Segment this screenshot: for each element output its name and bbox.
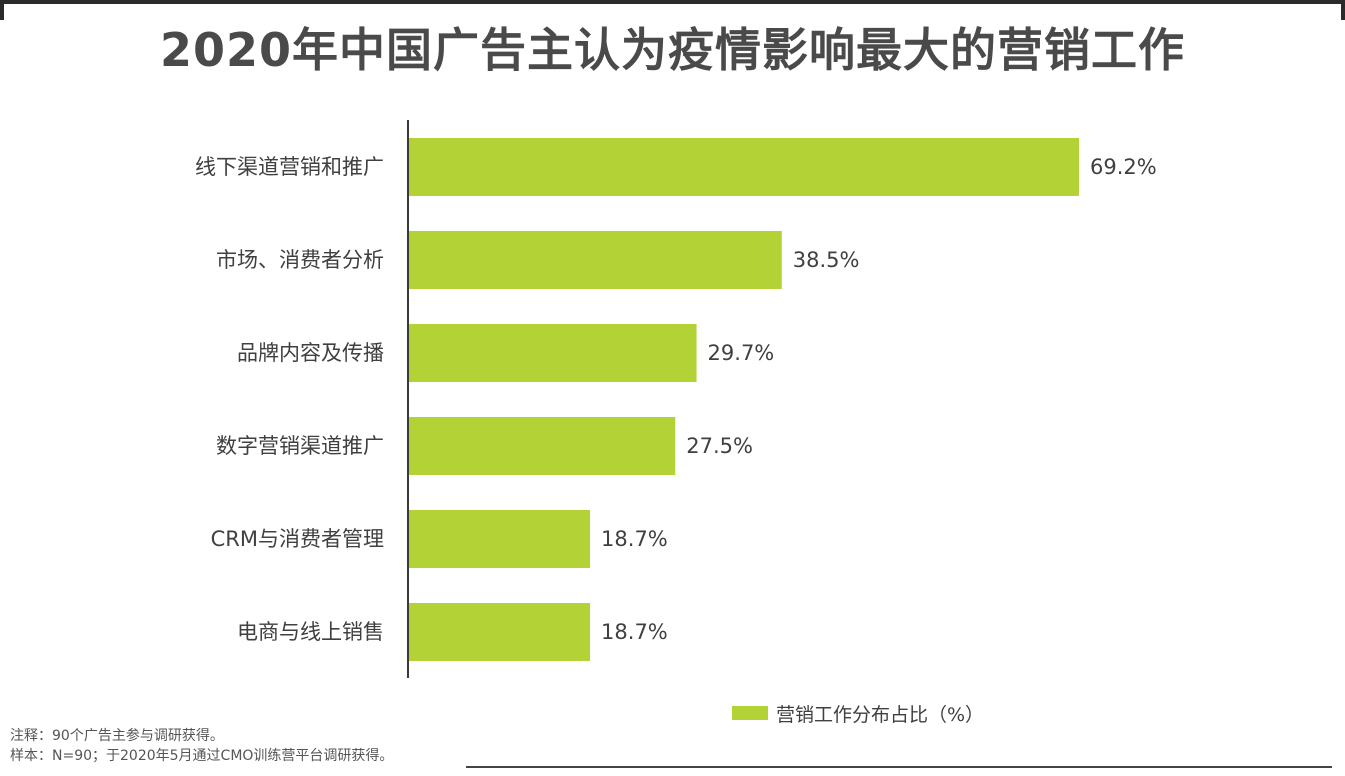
category-label-4: CRM与消费者管理 bbox=[211, 527, 384, 551]
category-label-5: 电商与线上销售 bbox=[237, 620, 384, 644]
bar-2 bbox=[409, 324, 697, 382]
legend: 营销工作分布占比（%） bbox=[732, 701, 985, 726]
right-border bbox=[1341, 0, 1345, 20]
bar-3 bbox=[409, 417, 676, 475]
top-border bbox=[0, 0, 1345, 4]
legend-swatch bbox=[732, 706, 768, 720]
category-label-0: 线下渠道营销和推广 bbox=[195, 155, 384, 179]
bar-5 bbox=[409, 603, 591, 661]
legend-label: 营销工作分布占比（%） bbox=[776, 703, 985, 726]
value-label-1: 38.5% bbox=[793, 248, 860, 272]
footnote-sample: 样本：N=90；于2020年5月通过CMO训练营平台调研获得。 bbox=[10, 748, 394, 764]
bar-4 bbox=[409, 510, 591, 568]
value-label-4: 18.7% bbox=[601, 527, 668, 551]
left-border bbox=[0, 0, 4, 20]
bar-0 bbox=[409, 138, 1079, 196]
value-label-0: 69.2% bbox=[1090, 155, 1157, 179]
category-label-1: 市场、消费者分析 bbox=[216, 248, 384, 272]
value-label-2: 29.7% bbox=[708, 341, 775, 365]
bar-1 bbox=[409, 231, 782, 289]
category-label-2: 品牌内容及传播 bbox=[237, 341, 384, 365]
value-label-5: 18.7% bbox=[601, 620, 668, 644]
bar-chart: 线下渠道营销和推广 69.2% 市场、消费者分析 38.5% 品牌内容及传播 29.7% 数… bbox=[195, 120, 1157, 678]
footnote-note: 注释：90个广告主参与调研获得。 bbox=[10, 728, 224, 744]
value-label-3: 27.5% bbox=[686, 434, 753, 458]
category-label-3: 数字营销渠道推广 bbox=[216, 434, 384, 458]
bottom-rule bbox=[466, 766, 1332, 768]
chart-title: 2020年中国广告主认为疫情影响最大的营销工作 bbox=[159, 23, 1186, 77]
